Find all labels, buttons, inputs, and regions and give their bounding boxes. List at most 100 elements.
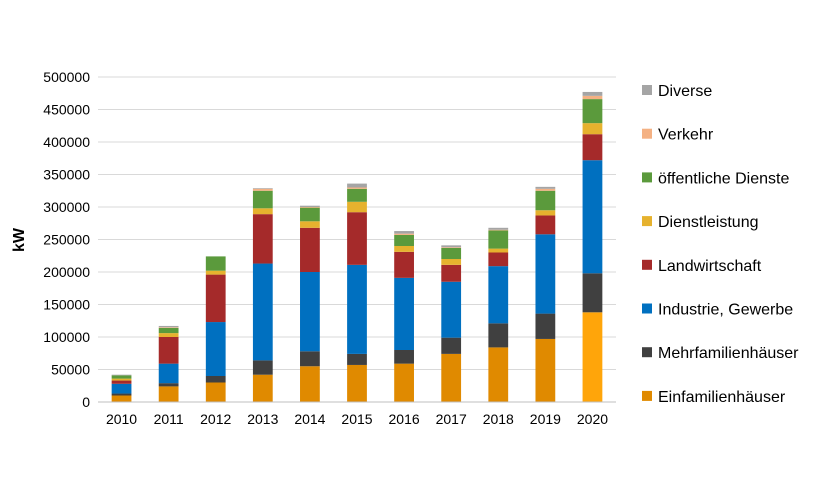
bar-segment: [252, 214, 273, 264]
bar-segment: [111, 395, 132, 402]
y-tick-label: 350000: [43, 167, 90, 183]
bar-segment: [347, 364, 367, 402]
bar-segment: [394, 246, 414, 252]
bar-segment: [488, 230, 509, 249]
y-tick-labels: 0 50000 100000 150000 200000 250000 300000 3500…: [43, 69, 90, 410]
bar-segment: [488, 347, 509, 402]
bar-segment: [535, 313, 556, 339]
x-tick-label: 2014: [294, 411, 325, 427]
legend-swatch: [642, 172, 652, 183]
bar-segment: [488, 229, 509, 231]
y-tick-label: 500000: [43, 69, 90, 85]
bar-segment: [300, 207, 320, 208]
bar-segment: [300, 351, 320, 367]
bar-segment: [158, 383, 179, 387]
x-tick-label: 2018: [483, 411, 514, 427]
x-tick-label: 2015: [341, 411, 372, 427]
bar-segment: [488, 266, 509, 324]
y-tick-label: 50000: [51, 362, 90, 378]
legend-label: Einfamilienhäuser: [658, 389, 786, 406]
legend-swatch: [642, 390, 652, 401]
bar-segment: [488, 323, 509, 348]
bar-segment: [205, 274, 226, 323]
bar-segment: [158, 363, 179, 384]
legend-label: Dienstleistung: [658, 214, 759, 231]
bar-segment: [252, 188, 273, 191]
legend-swatch: [642, 85, 652, 95]
legend-swatch: [642, 216, 652, 227]
legend-swatch: [642, 303, 652, 314]
bar-segment: [347, 187, 367, 189]
bar-segment: [158, 327, 179, 328]
bar-segment: [158, 337, 179, 364]
x-tick-label: 2010: [106, 411, 137, 427]
y-tick-label: 150000: [43, 297, 90, 313]
bar-segment: [394, 231, 414, 234]
bar-segment: [347, 353, 367, 365]
bar-segment: [300, 221, 320, 228]
bar-segment: [111, 378, 132, 381]
y-tick-label: 450000: [43, 102, 90, 118]
legend-label: Industrie, Gewerbe: [658, 302, 793, 319]
x-tick-label: 2011: [154, 411, 184, 427]
bar-segment: [582, 123, 603, 135]
bar-segment: [394, 251, 414, 278]
x-tick-labels: 2010 2011 2012 2013 2014 2015 2016 2017 2018 2019…: [106, 411, 608, 427]
bar-segment: [252, 374, 273, 402]
y-tick-label: 0: [82, 394, 90, 410]
bar-segment: [535, 190, 556, 211]
bar-segment: [300, 366, 320, 402]
bar-segment: [441, 247, 462, 259]
bar-segment: [347, 264, 367, 354]
bar-segment: [205, 322, 226, 376]
legend: Diverse Verkehr öffentliche Dienste Dienstl…: [642, 83, 799, 406]
bar-segment: [158, 327, 179, 334]
bar-segment: [441, 264, 462, 282]
bar-segment: [205, 382, 226, 402]
bar-segment: [441, 281, 462, 338]
bar-segment: [347, 183, 367, 188]
bar-segment: [300, 227, 320, 272]
x-tick-label: 2012: [200, 411, 231, 427]
bar-segment: [535, 186, 556, 189]
legend-label: Diverse: [658, 83, 712, 100]
bar-segment: [111, 374, 132, 376]
bar-segment: [158, 333, 179, 337]
legend-swatch: [642, 347, 652, 358]
legend-label: öffentliche Dienste: [658, 170, 789, 187]
bar-segment: [300, 207, 320, 222]
bar-segment: [535, 215, 556, 235]
legend-swatch: [642, 259, 652, 270]
bar-segment: [535, 234, 556, 314]
bar-segment: [252, 188, 273, 189]
bar-segment: [535, 338, 556, 402]
bar-segment: [582, 95, 603, 100]
bar-segment: [488, 252, 509, 267]
y-tick-label: 250000: [43, 232, 90, 248]
bar-segment: [394, 363, 414, 402]
x-tick-label: 2013: [247, 411, 278, 427]
bar-segment: [252, 208, 273, 215]
bar-segment: [300, 272, 320, 352]
bar-segment: [347, 188, 367, 202]
bar-segment: [582, 99, 603, 124]
bar-segment: [488, 227, 509, 230]
bar-segment: [394, 350, 414, 364]
bar-segment: [300, 205, 320, 207]
bar-segment: [582, 134, 603, 161]
x-tick-label: 2019: [530, 411, 561, 427]
bar-segment: [582, 160, 603, 274]
bar-segment: [535, 210, 556, 216]
bar-segment: [111, 383, 132, 394]
bar-segment: [111, 380, 132, 384]
bar-segment: [488, 248, 509, 253]
bar-segment: [158, 325, 179, 328]
bar-segment: [582, 273, 603, 313]
bar-segment: [252, 360, 273, 375]
y-tick-label: 400000: [43, 134, 90, 150]
bar-segment: [441, 259, 462, 265]
y-tick-label: 200000: [43, 264, 90, 280]
legend-label: Mehrfamilienhäuser: [658, 345, 799, 362]
bar-segment: [441, 337, 462, 354]
